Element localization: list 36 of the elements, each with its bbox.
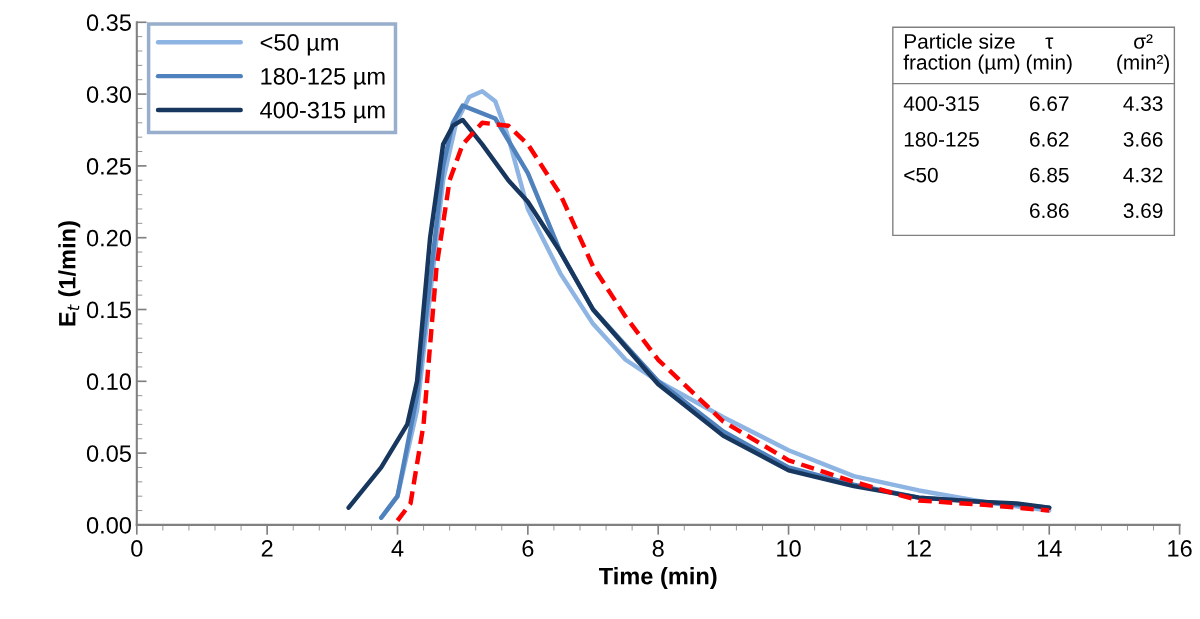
legend-label: 180-125 µm [261, 67, 385, 90]
y-tick-label: 0.20 [86, 229, 132, 247]
y-axis-title: E$_{t}$ (1/min) [58, 221, 81, 326]
annotation: 6.67 [1030, 96, 1069, 112]
annotation: 4.33 [1123, 96, 1163, 112]
x-tick-label: 4 [391, 540, 404, 557]
x-tick-label: 16 [1168, 540, 1192, 557]
y-tick-label: 0.35 [86, 14, 131, 32]
y-tick-label: 0.25 [86, 157, 131, 175]
y-tick-label: 0.05 [86, 445, 131, 462]
x-tick-label: 2 [261, 540, 273, 557]
annotation: σ² (min²) [1117, 34, 1169, 74]
x-axis-title: Time (min) [598, 567, 717, 590]
legend-label: 400-315 µm [260, 101, 385, 124]
x-tick-label: 8 [652, 540, 664, 557]
x-tick-label: 10 [777, 540, 801, 557]
y-tick-label: 0.00 [86, 516, 132, 534]
annotation: 4.32 [1123, 167, 1163, 183]
annotation: 3.69 [1123, 203, 1163, 219]
annotation: 6.85 [1030, 167, 1069, 183]
annotation: 6.86 [1030, 203, 1069, 219]
annotation: 3.66 [1123, 132, 1163, 147]
annotation: 400-315 [903, 96, 979, 112]
x-tick-label: 6 [522, 540, 534, 557]
annotation: <50 [904, 167, 938, 183]
y-tick-label: 0.10 [86, 373, 132, 391]
annotation: τ (min) [1026, 37, 1072, 74]
x-tick-label: 14 [1037, 540, 1062, 557]
legend-label: <50 µm [260, 34, 338, 56]
annotation: Particle size fraction (µm) [903, 33, 1020, 74]
y-tick-label: 0.15 [86, 301, 131, 319]
annotation: 6.62 [1030, 132, 1069, 147]
y-tick-label: 0.30 [86, 86, 132, 103]
x-tick-label: 0 [131, 540, 143, 557]
x-tick-label: 12 [907, 540, 931, 557]
annotation: 180-125 [904, 132, 979, 147]
